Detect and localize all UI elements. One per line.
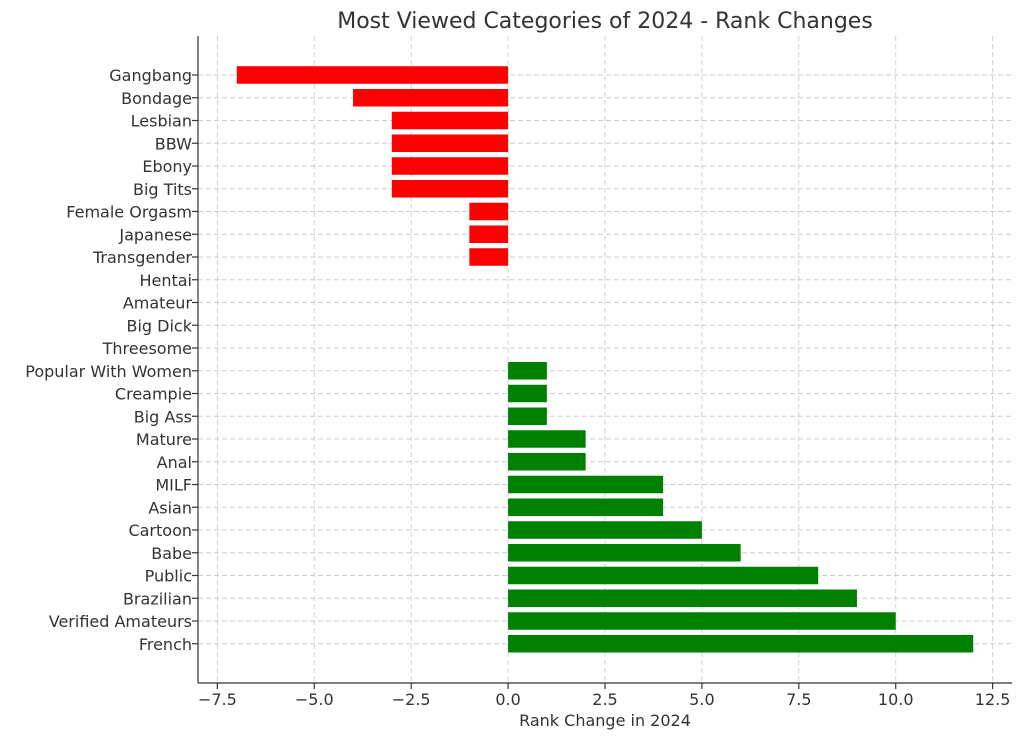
y-tick-label: Public [145, 567, 192, 586]
x-tick-label: −5.0 [295, 690, 334, 709]
bar-public [508, 566, 819, 585]
y-tick-label: Creampie [115, 385, 192, 404]
x-tick-label: 0.0 [495, 690, 520, 709]
y-tick-label: Gangbang [109, 66, 192, 85]
bar-lesbian [391, 111, 509, 130]
y-tick-label: Cartoon [128, 521, 192, 540]
bar-babe [508, 544, 741, 562]
x-tick-label: 2.5 [592, 690, 617, 709]
bar-mature [508, 430, 586, 448]
y-tick-label: MILF [155, 476, 192, 495]
y-tick-label: Transgender [92, 248, 192, 267]
x-tick-label: 7.5 [786, 690, 811, 709]
x-tick-labels: −7.5 −5.0 −2.5 0.0 2.5 5.0 7.5 10.0 12.5 [198, 683, 1010, 709]
y-tick-label: BBW [155, 134, 192, 153]
y-tick-label: Big Dick [127, 316, 193, 335]
y-tick-label: Threesome [102, 339, 192, 358]
x-axis-label: Rank Change in 2024 [519, 711, 691, 730]
bar-french [508, 635, 974, 653]
y-tick-label: Anal [157, 453, 192, 472]
y-tick-label: Ebony [142, 157, 192, 176]
y-tick-label: Verified Amateurs [49, 612, 192, 631]
y-tick-label: Babe [151, 544, 192, 563]
y-tick-label: Big Ass [134, 407, 192, 426]
bar-female-orgasm [469, 202, 509, 221]
bar-big-tits [391, 180, 509, 198]
x-tick-label: −7.5 [198, 690, 237, 709]
y-tick-label: French [139, 635, 192, 654]
bar-gangbang [236, 66, 509, 84]
bar-asian [508, 498, 664, 516]
bar-popular-with-women [508, 362, 547, 380]
x-tick-label: −2.5 [392, 690, 431, 709]
y-tick-label: Hentai [139, 271, 192, 290]
bars [236, 66, 974, 653]
bar-ebony [391, 157, 509, 175]
y-tick-label: Big Tits [133, 180, 192, 199]
gridlines [198, 36, 1012, 683]
x-tick-label: 10.0 [878, 690, 914, 709]
bar-bondage [353, 89, 509, 107]
y-tick-label: Lesbian [131, 112, 192, 131]
bar-milf [508, 475, 664, 494]
bar-verified-amateurs [508, 612, 896, 630]
bar-anal [508, 453, 586, 471]
bar-transgender [469, 248, 509, 266]
y-tick-label: Mature [136, 430, 192, 449]
y-tick-label: Amateur [123, 294, 193, 313]
bar-brazilian [508, 589, 857, 607]
y-tick-label: Popular With Women [25, 362, 192, 381]
bar-cartoon [508, 521, 702, 539]
bar-big-ass [508, 407, 547, 425]
y-tick-label: Brazilian [123, 589, 192, 608]
chart-title: Most Viewed Categories of 2024 - Rank Ch… [337, 9, 873, 34]
y-tick-label: Female Orgasm [66, 203, 192, 222]
x-tick-label: 5.0 [689, 690, 714, 709]
x-tick-label: 12.5 [975, 690, 1011, 709]
y-tick-label: Japanese [118, 225, 192, 244]
y-tick-labels: Gangbang Bondage Lesbian BBW Ebony Big Tits Fe… [25, 66, 198, 654]
y-tick-label: Asian [148, 498, 192, 517]
bar-japanese [469, 225, 509, 243]
y-tick-label: Bondage [121, 89, 192, 108]
bar-creampie [508, 384, 547, 403]
bar-bbw [391, 134, 509, 152]
